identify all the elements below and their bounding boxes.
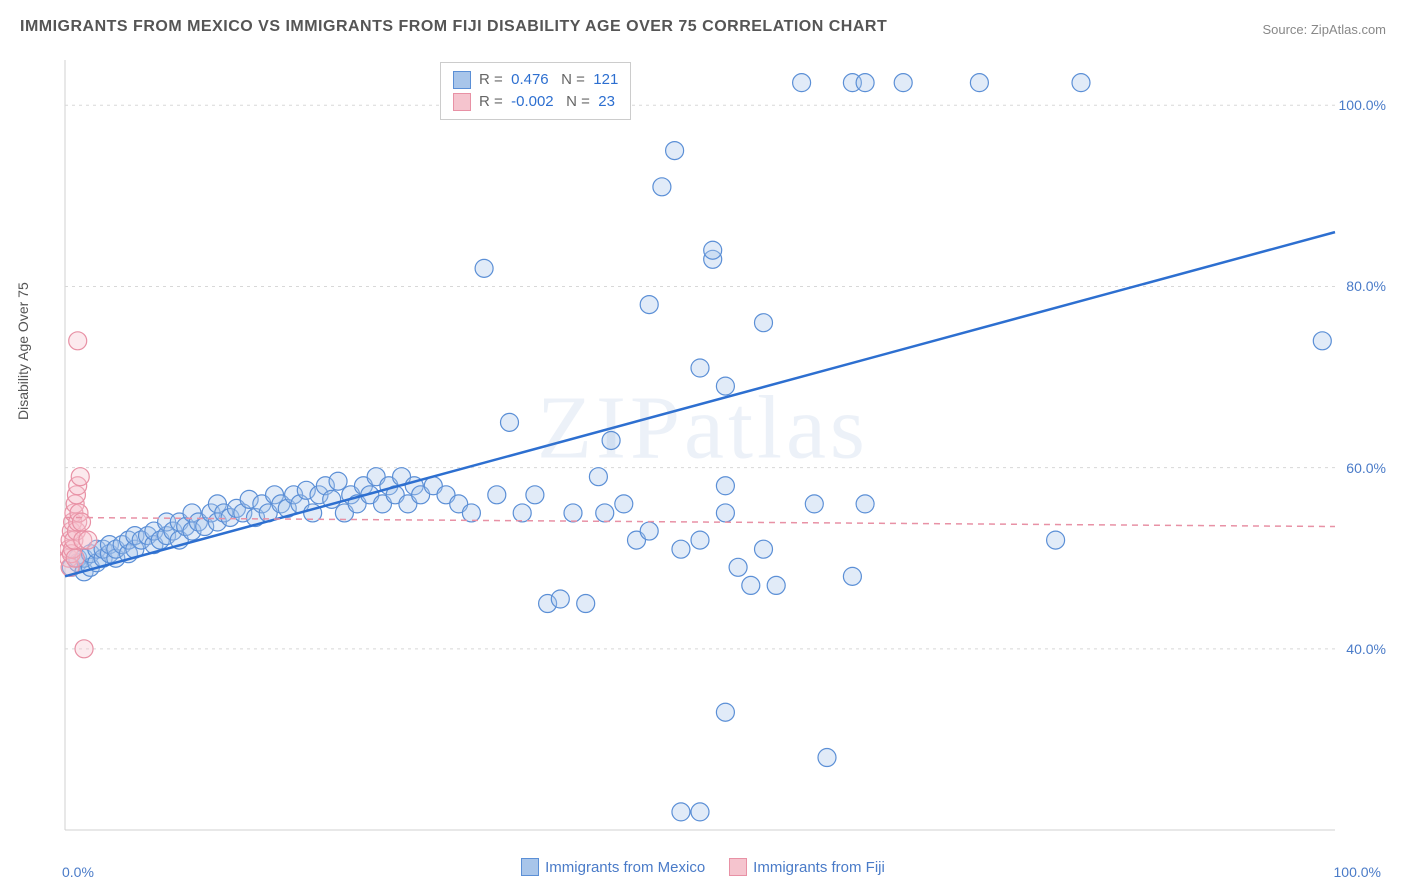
legend-correlation-row: R = -0.002 N = 23 [453, 91, 618, 113]
legend-stat-text: R = 0.476 N = 121 [479, 69, 618, 91]
source-label: Source: ZipAtlas.com [1262, 22, 1386, 37]
legend-swatch-icon [453, 71, 471, 89]
y-tick-label: 80.0% [1346, 278, 1386, 294]
legend-series-label: Immigrants from Fiji [753, 859, 885, 876]
y-axis-label: Disability Age Over 75 [15, 282, 31, 420]
legend-swatch-icon [521, 858, 539, 876]
legend-correlation-box: R = 0.476 N = 121R = -0.002 N = 23 [440, 62, 631, 120]
chart-title: IMMIGRANTS FROM MEXICO VS IMMIGRANTS FRO… [20, 18, 887, 36]
legend-series: Immigrants from Mexico Immigrants from Fi… [0, 858, 1406, 880]
watermark: ZIPatlas [537, 377, 869, 480]
y-tick-label: 60.0% [1346, 460, 1386, 476]
legend-series-label: Immigrants from Mexico [545, 859, 705, 876]
y-tick-label: 40.0% [1346, 641, 1386, 657]
y-tick-label: 100.0% [1339, 97, 1386, 113]
legend-series-item: Immigrants from Mexico [521, 858, 705, 876]
legend-stat-text: R = -0.002 N = 23 [479, 91, 615, 113]
legend-series-item: Immigrants from Fiji [729, 858, 885, 876]
legend-swatch-icon [453, 93, 471, 111]
legend-correlation-row: R = 0.476 N = 121 [453, 69, 618, 91]
legend-swatch-icon [729, 858, 747, 876]
